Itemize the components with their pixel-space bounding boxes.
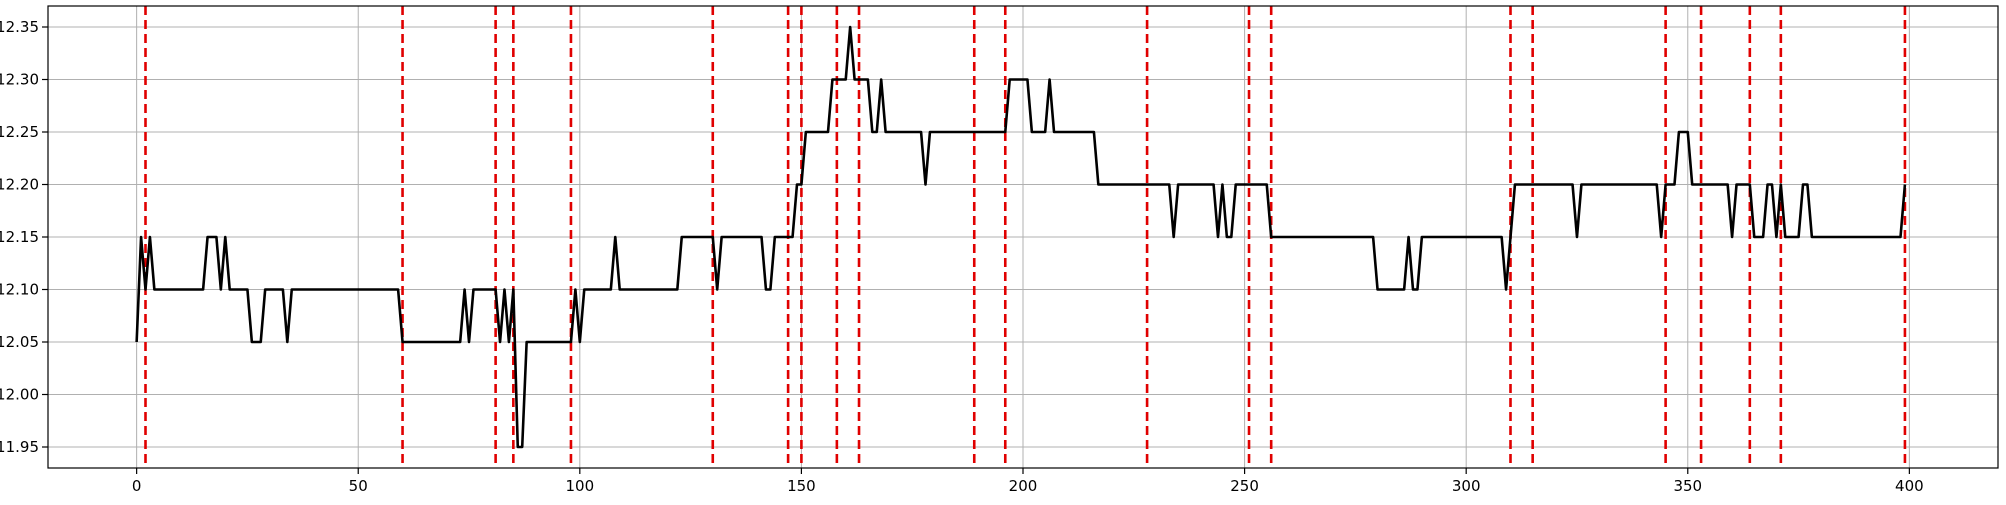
x-tick-label: 150: [787, 477, 816, 495]
x-tick-label: 350: [1673, 477, 1702, 495]
y-tick-label: 12.15: [0, 228, 39, 246]
y-tick-label: 11.95: [0, 438, 39, 456]
y-tick-label: 12.35: [0, 18, 39, 36]
y-tick-label: 12.30: [0, 71, 39, 89]
x-tick-label: 200: [1009, 477, 1038, 495]
y-tick-label: 12.00: [0, 386, 39, 404]
x-tick-label: 50: [349, 477, 368, 495]
x-tick-label: 300: [1452, 477, 1481, 495]
y-tick-label: 12.05: [0, 333, 39, 351]
x-tick-label: 0: [132, 477, 142, 495]
price-series-line: [135, 25, 1907, 449]
x-tick-label: 250: [1230, 477, 1259, 495]
x-axis-ticks: 0 50 100 150 200 250 300 350 400: [132, 468, 1924, 495]
y-tick-label: 12.25: [0, 123, 39, 141]
x-tick-label: 400: [1895, 477, 1924, 495]
x-tick-label: 100: [565, 477, 594, 495]
y-axis-ticks: 11.95 12.00 12.05 12.10 12.15 12.20 12.25 12.30…: [0, 18, 48, 456]
y-tick-label: 12.10: [0, 281, 39, 299]
y-tick-label: 12.20: [0, 176, 39, 194]
